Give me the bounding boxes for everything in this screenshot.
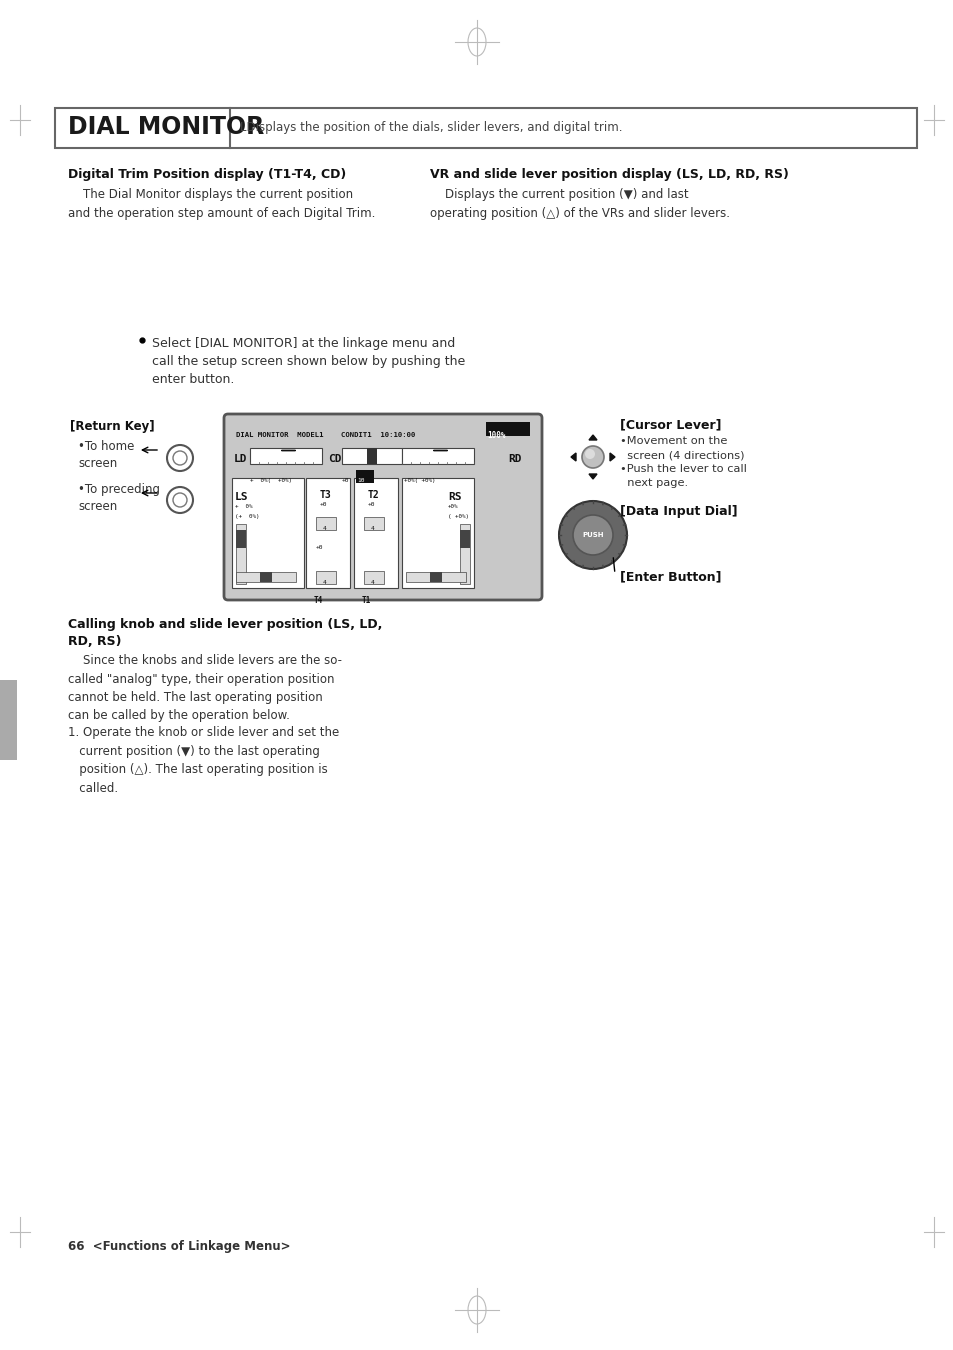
Text: 4: 4 (371, 580, 375, 585)
Bar (364, 517, 384, 531)
Polygon shape (571, 454, 576, 460)
Text: +  0%(  +0%): + 0%( +0%) (250, 478, 292, 483)
Text: DIAL MONITOR  MODEL1    CONDIT1  10:10:00: DIAL MONITOR MODEL1 CONDIT1 10:10:00 (235, 432, 415, 437)
Bar (341, 448, 401, 464)
Text: +0: +0 (315, 545, 323, 549)
Text: +0: +0 (341, 478, 349, 483)
Text: 4: 4 (371, 526, 375, 531)
Text: •To preceding: •To preceding (78, 483, 160, 495)
Text: 4: 4 (323, 580, 327, 585)
Text: RS: RS (448, 491, 461, 502)
Bar (250, 448, 322, 464)
Bar (367, 448, 376, 464)
Text: LS: LS (234, 491, 248, 502)
Polygon shape (609, 454, 615, 460)
Bar (235, 524, 246, 585)
Bar (55, 108, 916, 148)
Text: T1: T1 (361, 595, 371, 605)
Circle shape (172, 451, 187, 464)
Text: [Enter Button]: [Enter Button] (619, 570, 720, 583)
Bar (485, 423, 530, 436)
Text: Digital Trim Position display (T1-T4, CD): Digital Trim Position display (T1-T4, CD… (68, 167, 346, 181)
Text: Displays the current position (▼) and last
operating position (△) of the VRs and: Displays the current position (▼) and la… (430, 188, 729, 220)
Bar (459, 524, 470, 585)
Bar (235, 572, 295, 582)
Bar (260, 572, 272, 582)
Text: 100%: 100% (486, 431, 505, 440)
Text: T2: T2 (368, 490, 379, 500)
Text: +0: +0 (368, 502, 375, 508)
Circle shape (167, 446, 193, 471)
Text: Select [DIAL MONITOR] at the linkage menu and
call the setup screen shown below : Select [DIAL MONITOR] at the linkage men… (152, 338, 465, 386)
Bar (459, 531, 470, 548)
Text: CD: CD (328, 454, 341, 464)
Text: T3: T3 (319, 490, 332, 500)
Bar (406, 572, 465, 582)
Bar (0, 680, 17, 760)
Circle shape (558, 501, 626, 568)
Ellipse shape (584, 450, 595, 459)
Circle shape (167, 487, 193, 513)
Text: LD: LD (233, 454, 247, 464)
Text: +0: +0 (319, 502, 327, 508)
Bar (401, 478, 474, 589)
Text: Since the knobs and slide levers are the so-
called "analog" type, their operati: Since the knobs and slide levers are the… (68, 653, 341, 722)
Bar (364, 571, 384, 585)
Circle shape (172, 493, 187, 508)
Bar (235, 531, 246, 548)
Text: LDisplays the position of the dials, slider levers, and digital trim.: LDisplays the position of the dials, sli… (240, 122, 622, 135)
Polygon shape (588, 435, 597, 440)
Text: RD: RD (507, 454, 521, 464)
Bar (232, 478, 304, 589)
Text: 4: 4 (323, 526, 327, 531)
Text: 1. Operate the knob or slide lever and set the
   current position (▼) to the la: 1. Operate the knob or slide lever and s… (68, 726, 339, 795)
Text: +0%( +0%): +0%( +0%) (403, 478, 435, 483)
Text: PUSH: PUSH (581, 532, 603, 539)
Text: •Movement on the
  screen (4 directions)
•Push the lever to call
  next page.: •Movement on the screen (4 directions) •… (619, 436, 746, 487)
Text: •To home: •To home (78, 440, 134, 454)
Text: screen: screen (78, 500, 117, 513)
Text: (+  0%): (+ 0%) (234, 514, 259, 518)
Text: DIAL MONITOR: DIAL MONITOR (68, 115, 264, 139)
Text: VR and slide lever position display (LS, LD, RD, RS): VR and slide lever position display (LS,… (430, 167, 788, 181)
Bar (401, 448, 474, 464)
Text: ( +0%): ( +0%) (448, 514, 469, 518)
Text: [Data Input Dial]: [Data Input Dial] (619, 505, 737, 518)
Polygon shape (588, 474, 597, 479)
Bar (355, 470, 374, 483)
Text: Calling knob and slide lever position (LS, LD,
RD, RS): Calling knob and slide lever position (L… (68, 618, 382, 648)
Bar (315, 517, 335, 531)
Bar (315, 571, 335, 585)
Bar (306, 478, 350, 589)
Text: [Cursor Lever]: [Cursor Lever] (619, 418, 720, 431)
FancyBboxPatch shape (224, 414, 541, 599)
Text: +  0%: + 0% (234, 504, 253, 509)
Bar (430, 572, 441, 582)
Text: +0%: +0% (448, 504, 458, 509)
Circle shape (573, 514, 613, 555)
Bar (354, 478, 397, 589)
Text: screen: screen (78, 458, 117, 470)
Text: T4: T4 (314, 595, 323, 605)
Text: [Return Key]: [Return Key] (70, 420, 154, 433)
Text: 10: 10 (356, 478, 364, 483)
Text: The Dial Monitor displays the current position
and the operation step amount of : The Dial Monitor displays the current po… (68, 188, 375, 220)
Text: 66  <Functions of Linkage Menu>: 66 <Functions of Linkage Menu> (68, 1241, 291, 1253)
Ellipse shape (581, 446, 603, 468)
